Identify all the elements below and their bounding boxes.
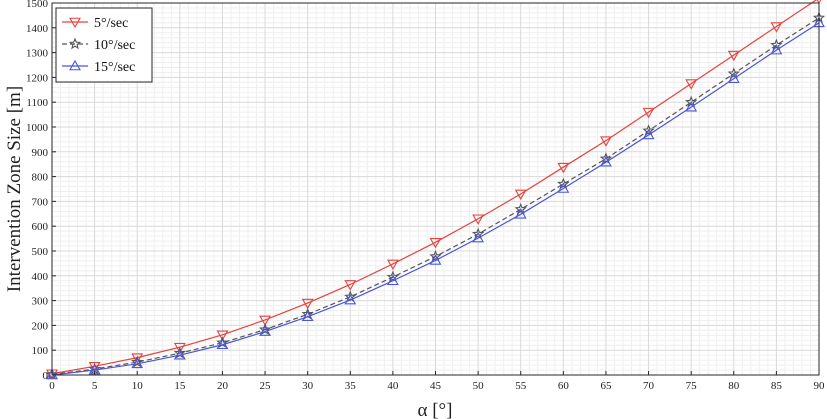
data-point: [557, 162, 570, 174]
data-point: [770, 44, 783, 55]
data-point: [46, 368, 58, 380]
x-tick-label: 75: [686, 380, 698, 392]
series-line: [51, 22, 820, 376]
data-point: [514, 189, 527, 201]
data-point: [429, 254, 442, 265]
x-tick-label: 30: [302, 380, 314, 392]
x-tick-label: 65: [600, 380, 612, 392]
data-point: [386, 270, 400, 283]
legend-item: 15°/sec: [62, 59, 135, 75]
y-tick-label: 1400: [26, 23, 49, 35]
y-tick-label: 400: [32, 271, 49, 283]
data-point: [344, 280, 357, 291]
x-tick-label: 70: [643, 380, 655, 392]
y-tick-label: 100: [32, 345, 49, 357]
x-tick-label: 25: [260, 380, 272, 392]
data-point: [301, 310, 314, 322]
data-point: [727, 50, 740, 62]
data-point: [344, 290, 357, 303]
legend-item: 5°/sec: [62, 16, 128, 31]
y-tick-label: 1300: [26, 48, 49, 60]
data-point: [642, 124, 655, 136]
data-point: [642, 128, 655, 140]
x-tick-label: 80: [728, 380, 740, 392]
data-point: [131, 357, 144, 369]
data-point: [599, 156, 612, 167]
x-tick-label: 85: [771, 380, 783, 392]
data-point: [472, 214, 485, 225]
x-axis-label: α [°]: [418, 400, 453, 419]
y-tick-label: 500: [32, 246, 49, 258]
data-point: [259, 315, 272, 327]
data-point: [386, 274, 399, 286]
y-axis-label: Intervention Zone Size [m]: [4, 86, 25, 292]
x-tick-label: 60: [558, 380, 570, 392]
y-tick-label: 700: [32, 196, 49, 208]
data-point: [471, 227, 485, 240]
data-point: [727, 67, 740, 79]
data-point: [429, 238, 442, 249]
x-tick-label: 40: [387, 380, 399, 392]
data-point: [514, 208, 527, 219]
data-point: [301, 298, 314, 310]
data-point: [386, 259, 399, 271]
data-point: [557, 177, 570, 190]
x-tick-label: 0: [49, 380, 55, 392]
data-point: [642, 107, 655, 119]
y-tick-label: 300: [32, 296, 49, 308]
x-tick-label: 20: [217, 380, 229, 392]
data-point: [727, 72, 740, 83]
x-tick-label: 10: [132, 380, 144, 392]
data-point: [429, 249, 442, 262]
data-point: [173, 342, 186, 354]
y-tick-label: 1200: [26, 72, 49, 84]
data-point: [514, 202, 527, 215]
x-tick-label: 50: [473, 380, 485, 392]
data-point: [685, 101, 698, 112]
data-point: [770, 38, 783, 51]
y-tick-label: 200: [32, 320, 49, 332]
series-3: [46, 16, 825, 380]
x-tick-label: 45: [430, 380, 442, 392]
data-point: [259, 325, 272, 336]
data-point: [685, 79, 698, 90]
y-tick-label: 0: [43, 370, 49, 382]
data-point: [131, 353, 144, 364]
data-point: [344, 293, 357, 305]
data-point: [770, 22, 783, 33]
legend-item: 10°/sec: [62, 37, 135, 53]
y-tick-label: 1500: [26, 0, 49, 10]
series-layer: [45, 0, 826, 380]
data-point: [173, 349, 186, 360]
x-tick-labels: 0 5 10 15 20 25 30 35 40 45 50 55 60 65 70 75 80 85 90: [49, 371, 825, 392]
x-tick-label: 5: [92, 380, 98, 392]
data-point: [216, 338, 229, 350]
x-tick-label: 35: [345, 380, 357, 392]
y-tick-label: 600: [32, 221, 49, 233]
data-point: [45, 368, 59, 380]
legend-marker: [69, 59, 81, 71]
x-tick-label: 15: [174, 380, 186, 392]
legend-marker: [68, 37, 82, 50]
data-point: [599, 136, 612, 147]
legend-label: 10°/sec: [94, 38, 135, 53]
y-tick-label: 800: [32, 172, 49, 184]
data-point: [557, 182, 570, 193]
y-tick-label: 1000: [26, 122, 49, 134]
data-point: [685, 95, 698, 108]
y-tick-label: 1100: [26, 97, 48, 109]
legend-label: 15°/sec: [94, 60, 135, 75]
x-tick-label: 55: [515, 380, 527, 392]
legend-label: 5°/sec: [94, 16, 128, 31]
legend: 5°/sec 10°/sec 15°/sec: [55, 7, 153, 83]
data-point: [599, 152, 613, 164]
data-point: [216, 330, 229, 341]
data-point: [472, 231, 485, 243]
y-tick-label: 900: [32, 147, 49, 159]
x-tick-label: 90: [814, 380, 826, 392]
legend-marker: [69, 17, 81, 29]
y-tick-labels: 0 100 200 300 400 500 600 700 800 900 1000 1100 1200…: [26, 0, 56, 382]
